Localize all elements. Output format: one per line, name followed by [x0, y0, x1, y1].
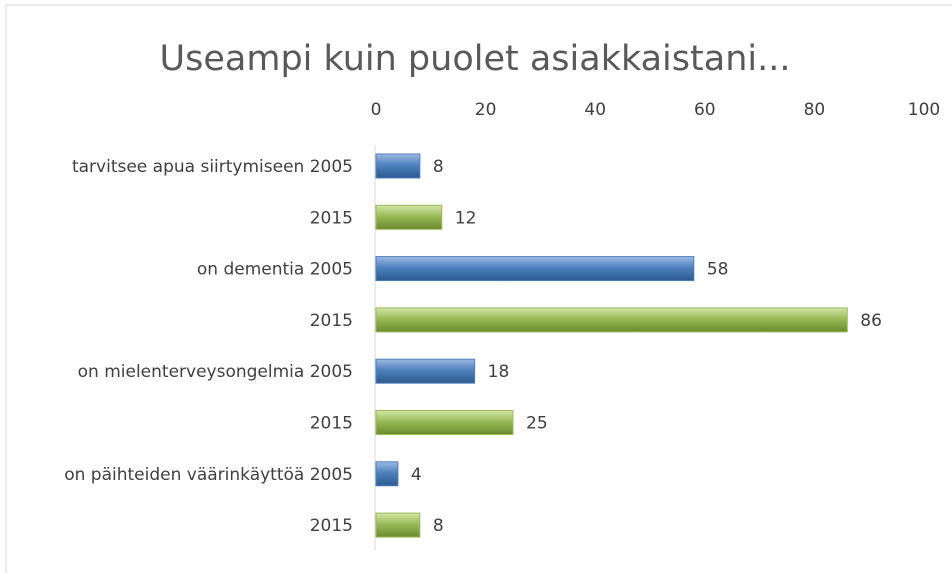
- data-label: 86: [860, 311, 882, 331]
- y-tick-label: 2015: [310, 414, 353, 434]
- x-tick-label: 20: [475, 100, 497, 120]
- data-label: 18: [488, 362, 510, 382]
- data-label: 8: [433, 516, 444, 536]
- bar: [375, 256, 695, 282]
- bar: [375, 204, 443, 230]
- y-tick-label: on mielenterveysongelmia 2005: [78, 362, 353, 382]
- chart-title: Useampi kuin puolet asiakkaistani...: [160, 39, 791, 79]
- data-label: 12: [455, 208, 477, 228]
- x-tick-label: 60: [694, 100, 716, 120]
- y-tick-label: 2015: [310, 516, 353, 536]
- bar: [375, 410, 514, 435]
- x-tick-label: 100: [908, 100, 940, 120]
- y-tick-label: on päihteiden väärinkäyttöä 2005: [64, 465, 353, 485]
- y-tick-label: on dementia 2005: [197, 260, 353, 280]
- x-tick-label: 80: [804, 100, 826, 120]
- y-tick-label: 2015: [310, 208, 353, 228]
- chart-border: [5, 4, 952, 573]
- x-tick-label: 0: [371, 100, 382, 120]
- bar: [375, 307, 848, 333]
- bar: [375, 358, 476, 384]
- bar: [375, 461, 399, 487]
- data-label: 4: [411, 465, 422, 485]
- bar: [375, 153, 421, 179]
- bar: [375, 512, 421, 538]
- data-label: 58: [707, 260, 729, 280]
- data-label: 8: [433, 157, 444, 177]
- y-tick-label: 2015: [310, 311, 353, 331]
- x-tick-label: 40: [584, 100, 606, 120]
- y-tick-label: tarvitsee apua siirtymiseen 2005: [72, 157, 353, 177]
- data-label: 25: [526, 414, 548, 434]
